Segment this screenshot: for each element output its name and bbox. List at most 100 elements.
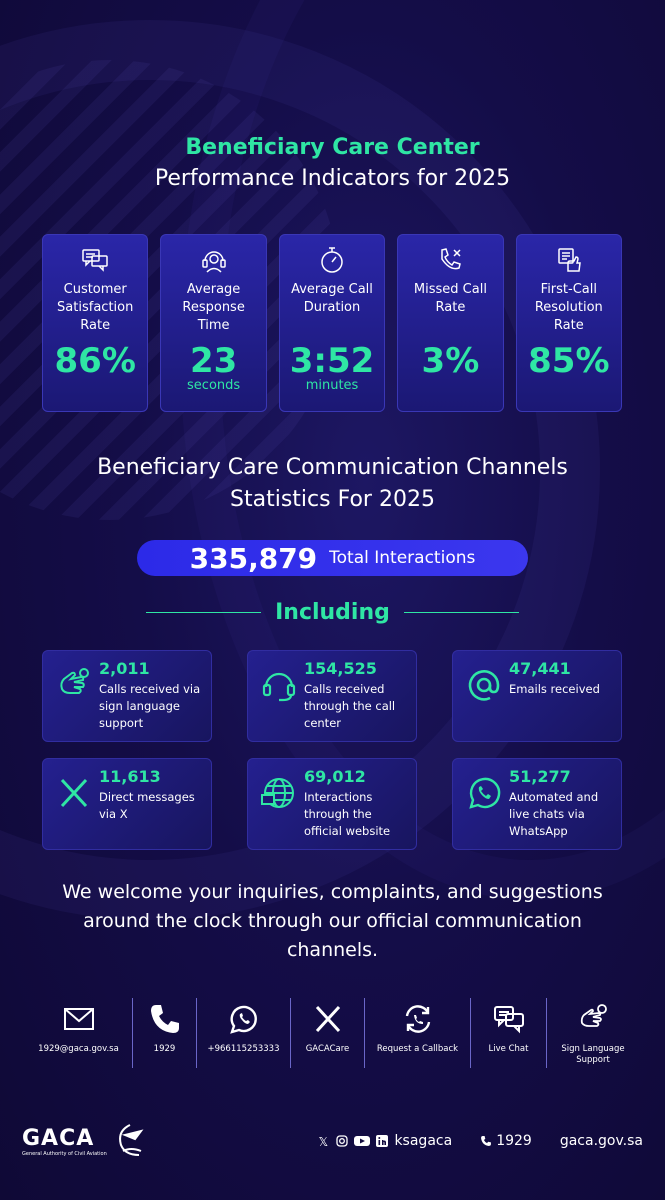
callback-icon xyxy=(405,1005,430,1033)
contact-channels: 1929@gaca.gov.sa 1929 +966115253333 GACA… xyxy=(25,998,640,1068)
kpi-value: 23 xyxy=(189,341,238,381)
kpi-card: Average Response Time 23 seconds xyxy=(160,234,267,412)
stat-text: Emails received xyxy=(509,682,600,696)
channel-stats-grid: 2,011 Calls received via sign language s… xyxy=(42,650,622,850)
channel-stat-card: 2,011 Calls received via sign language s… xyxy=(42,650,212,742)
x-logo-icon[interactable]: 𝕏 xyxy=(318,1135,329,1149)
whatsapp-icon xyxy=(229,1005,257,1034)
x-logo-icon xyxy=(315,1005,340,1033)
total-label: Total Interactions xyxy=(329,548,476,568)
welcome-message: We welcome your inquiries, complaints, a… xyxy=(62,881,603,961)
kpi-value: 3:52 xyxy=(289,341,375,381)
missed-call-icon xyxy=(441,248,462,270)
youtube-icon[interactable] xyxy=(354,1135,371,1147)
live-chat-icon xyxy=(493,1006,524,1034)
chat-bubbles-icon xyxy=(82,249,108,272)
contact-sign-language[interactable]: Sign Language Support xyxy=(547,998,639,1068)
kpi-value: 86% xyxy=(54,341,136,381)
including-label: Including xyxy=(275,600,390,625)
mail-icon xyxy=(63,1008,94,1030)
kpi-unit: minutes xyxy=(305,378,359,393)
phone-icon xyxy=(481,1136,492,1146)
including-heading: Including xyxy=(0,600,665,625)
channel-stat-card: 11,613 Direct messages via X xyxy=(42,758,212,850)
contact-label: Live Chat xyxy=(488,1044,529,1054)
contact-label: 1929@gaca.gov.sa xyxy=(38,1044,119,1054)
logo-text: GACA xyxy=(22,1125,95,1151)
contact-label: 1929 xyxy=(153,1044,176,1054)
kpi-card: Average Call Duration 3:52 minutes xyxy=(278,234,386,412)
kpi-card: Customer Satisfaction Rate 86% xyxy=(42,234,149,412)
kpi-value: 3% xyxy=(421,341,480,381)
stopwatch-icon xyxy=(321,247,343,273)
channels-title-line2: Statistics For 2025 xyxy=(230,487,435,512)
channel-stat-card: 51,277 Automated and live chats via What… xyxy=(452,758,622,850)
stat-text: Automated and live chats via WhatsApp xyxy=(509,790,599,838)
website-icon xyxy=(261,778,294,808)
kpi-unit: seconds xyxy=(187,378,241,393)
channel-stat-card: 154,525 Calls received through the call … xyxy=(247,650,417,742)
contact-live-chat[interactable]: Live Chat xyxy=(471,998,547,1068)
at-sign-icon xyxy=(468,670,500,701)
stat-number: 47,441 xyxy=(509,659,571,678)
channel-stat-card: 47,441 Emails received xyxy=(452,650,622,742)
kpi-label: Customer Satisfaction Rate xyxy=(57,282,134,333)
kpi-card: First-Call Resolution Rate 85% xyxy=(515,234,623,412)
contact-label: Request a Callback xyxy=(376,1044,459,1054)
contact-whatsapp[interactable]: +966115253333 xyxy=(197,998,291,1068)
stat-number: 11,613 xyxy=(99,767,161,786)
divider-line xyxy=(403,612,519,613)
footer-phone-text: 1929 xyxy=(496,1133,532,1149)
sign-language-icon xyxy=(580,1004,607,1027)
channels-title: Beneficiary Care Communication Channels … xyxy=(0,452,665,516)
channels-title-line1: Beneficiary Care Communication Channels xyxy=(97,455,568,480)
kpi-label: Missed Call Rate xyxy=(413,282,487,315)
headset-icon xyxy=(262,672,296,702)
stat-text: Calls received via sign language support xyxy=(99,682,201,730)
kpi-label: First-Call Resolution Rate xyxy=(534,282,603,333)
footer-website[interactable]: gaca.gov.sa xyxy=(559,1133,643,1149)
stat-text: Calls received through the call center xyxy=(304,682,396,730)
social-handle[interactable]: ksagaca xyxy=(394,1133,453,1149)
phone-icon xyxy=(150,1005,179,1033)
contact-label: GACACare xyxy=(305,1044,350,1054)
contact-x[interactable]: GACACare xyxy=(291,998,365,1068)
stat-text: Direct messages via X xyxy=(99,790,195,821)
gaca-logo: GACA General Authority of Civil Aviation xyxy=(22,1121,147,1161)
kpi-row: Customer Satisfaction Rate 86% Average R… xyxy=(42,234,623,412)
social-links: 𝕏 ksagaca xyxy=(318,1133,452,1149)
stat-number: 69,012 xyxy=(304,767,366,786)
total-interactions-pill: 335,879 Total Interactions xyxy=(137,540,528,576)
channel-stat-card: 69,012 Interactions through the official… xyxy=(247,758,417,850)
stat-number: 51,277 xyxy=(509,767,571,786)
linkedin-icon[interactable] xyxy=(376,1135,389,1147)
sign-language-icon xyxy=(60,668,89,694)
total-number: 335,879 xyxy=(189,541,318,575)
kpi-value: 85% xyxy=(528,341,610,381)
page-title: Beneficiary Care Center xyxy=(185,135,480,160)
gaca-emblem-icon xyxy=(118,1124,144,1156)
contact-email[interactable]: 1929@gaca.gov.sa xyxy=(25,998,133,1068)
kpi-label: Average Call Duration xyxy=(291,282,373,315)
logo-subtitle: General Authority of Civil Aviation xyxy=(22,1150,107,1157)
page-subtitle: Performance Indicators for 2025 xyxy=(154,166,511,191)
kpi-label: Average Response Time xyxy=(182,282,245,333)
contact-label: +966115253333 xyxy=(207,1044,280,1054)
instagram-icon[interactable] xyxy=(336,1135,349,1147)
contact-phone[interactable]: 1929 xyxy=(133,998,197,1068)
contact-callback[interactable]: Request a Callback xyxy=(365,998,471,1068)
headset-agent-icon xyxy=(201,251,226,273)
footer-phone[interactable]: 1929 xyxy=(480,1133,532,1149)
footer: GACA General Authority of Civil Aviation… xyxy=(22,1118,643,1164)
contact-label: Sign Language Support xyxy=(561,1044,625,1065)
whatsapp-icon xyxy=(469,777,501,809)
x-logo-icon xyxy=(60,778,88,808)
resolution-icon xyxy=(558,248,581,272)
stat-number: 2,011 xyxy=(99,659,150,678)
stat-number: 154,525 xyxy=(304,659,377,678)
stat-text: Interactions through the official websit… xyxy=(304,790,391,838)
divider-line xyxy=(146,612,262,613)
kpi-card: Missed Call Rate 3% xyxy=(397,234,504,412)
